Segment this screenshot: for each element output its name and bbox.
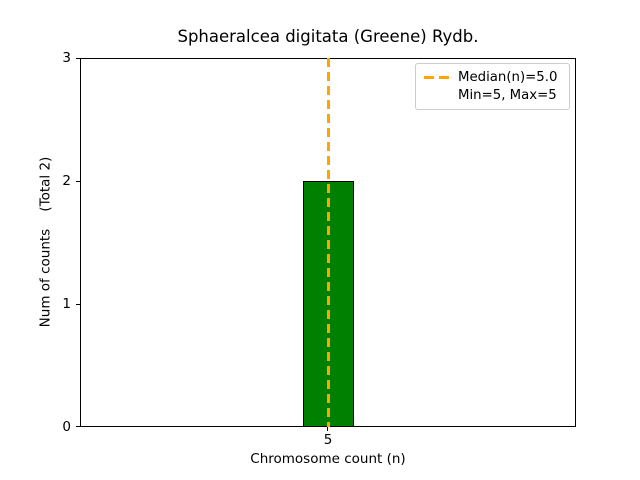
- y-tick-mark-0: [76, 426, 80, 427]
- legend-label-median: Median(n)=5.0: [458, 69, 558, 85]
- chart-title: Sphaeralcea digitata (Greene) Rydb.: [177, 27, 479, 46]
- y-tick-mark-3: [76, 58, 80, 59]
- x-tick-label-5: 5: [323, 432, 333, 448]
- y-tick-mark-1: [76, 304, 80, 305]
- legend: Median(n)=5.0 Min=5, Max=5: [415, 63, 570, 110]
- median-dashed-line-swatch: [424, 76, 449, 79]
- legend-empty-swatch: [424, 95, 449, 98]
- y-tick-mark-2: [76, 181, 80, 182]
- y-axis-label: Num of counts (Total 2): [37, 156, 54, 328]
- y-tick-label-3: 3: [62, 50, 71, 66]
- y-tick-label-1: 1: [62, 296, 71, 312]
- legend-entry-median: Median(n)=5.0: [424, 68, 561, 87]
- legend-label-minmax: Min=5, Max=5: [458, 88, 557, 104]
- y-tick-label-0: 0: [62, 419, 71, 435]
- legend-entry-minmax: Min=5, Max=5: [424, 87, 561, 106]
- median-line: [327, 58, 330, 427]
- x-axis-label: Chromosome count (n): [250, 451, 406, 467]
- y-tick-label-2: 2: [62, 173, 71, 189]
- x-tick-mark-5: [327, 427, 328, 431]
